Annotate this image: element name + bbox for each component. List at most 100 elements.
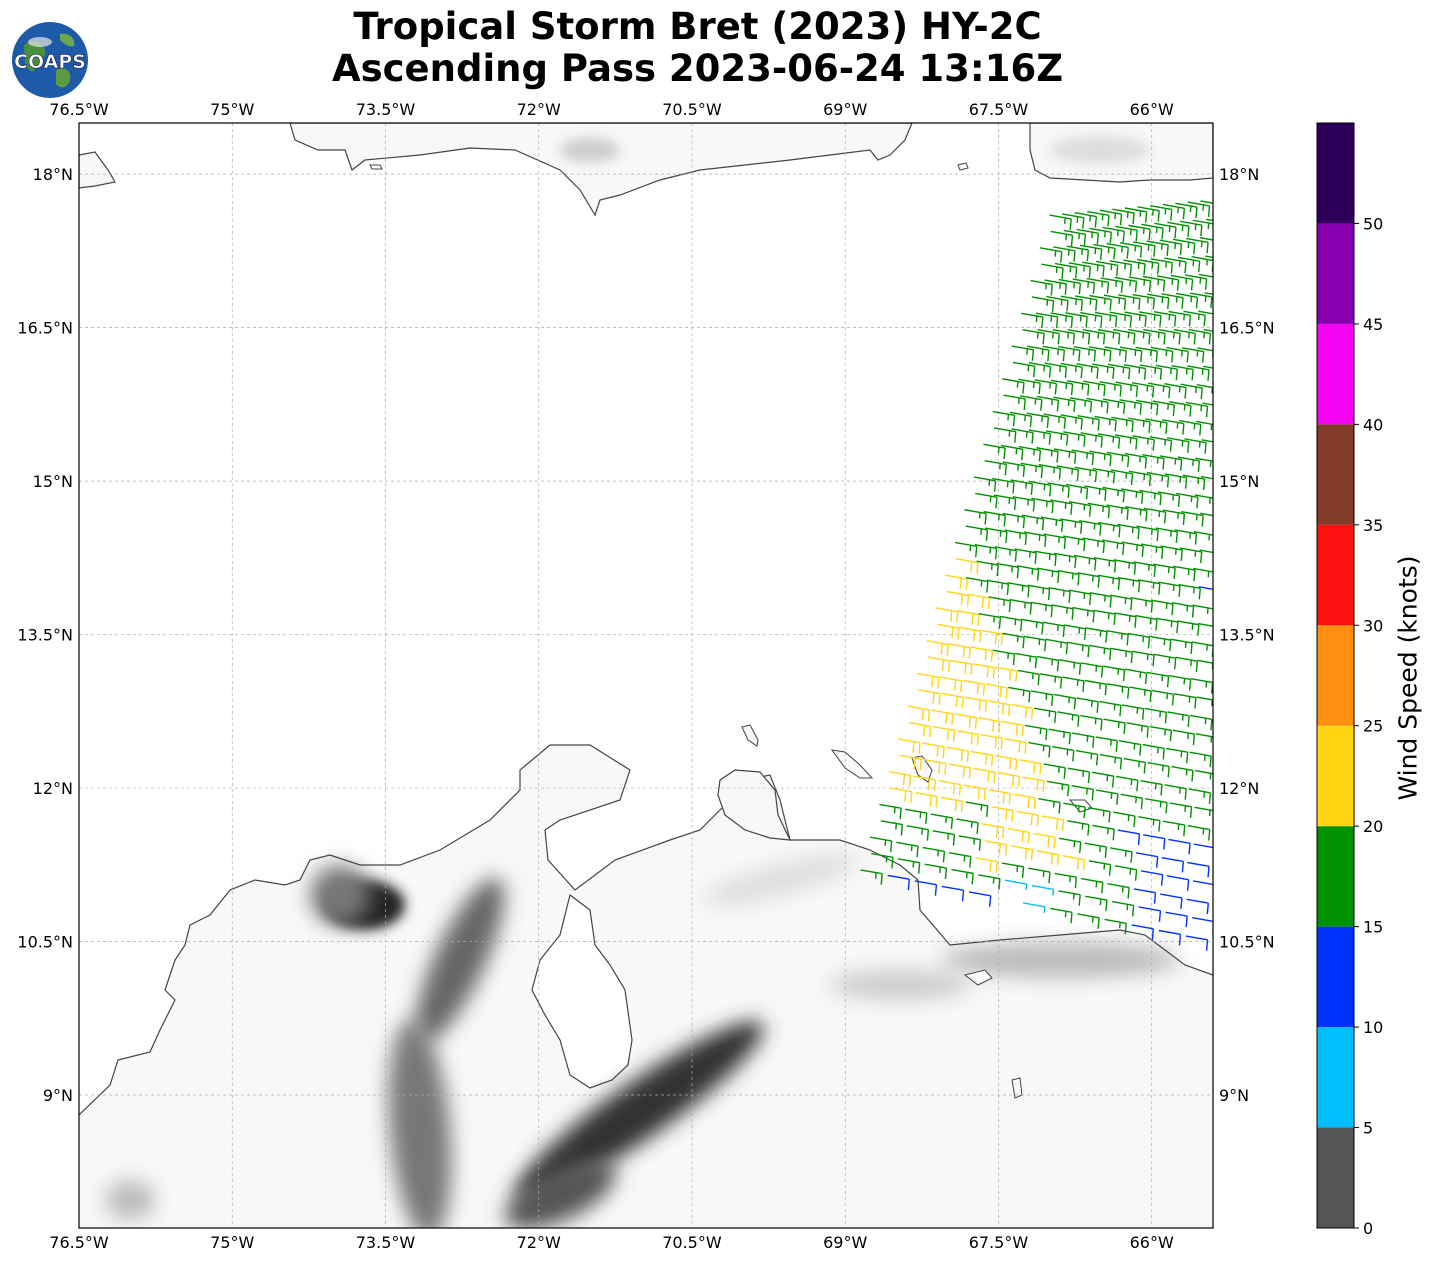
wind-barb: [1162, 419, 1185, 435]
wind-barb: [1107, 883, 1130, 899]
wind-barb: [1053, 448, 1077, 464]
wind-barb: [1193, 567, 1213, 578]
wind-barb: [1066, 245, 1090, 262]
wind-barb: [897, 858, 921, 874]
wind-barb: [1198, 586, 1213, 591]
wind-barb: [1011, 345, 1035, 361]
y-tick-label-right: 9°N: [1219, 1086, 1249, 1105]
wind-barb: [1087, 210, 1110, 227]
wind-barb: [1076, 363, 1099, 379]
wind-barb: [1196, 696, 1213, 706]
wind-barb: [980, 733, 1003, 750]
wind-barb: [1146, 671, 1170, 688]
wind-barb: [1114, 276, 1138, 293]
wind-barb: [1174, 529, 1198, 545]
wind-barb: [1138, 906, 1162, 922]
colorbar-tick-label: 5: [1363, 1119, 1373, 1138]
wind-barb: [1159, 239, 1183, 256]
wind-barb: [1026, 412, 1050, 429]
wind-barb: [1020, 395, 1043, 411]
wind-barb: [1046, 295, 1069, 312]
y-tick-label-left: 15°N: [33, 472, 73, 491]
wind-barb: [1100, 277, 1124, 293]
wind-barb: [1188, 328, 1212, 345]
wind-barb: [1118, 740, 1142, 756]
wind-barb: [1132, 650, 1155, 667]
wind-barb: [1016, 565, 1040, 581]
wind-barb: [1009, 598, 1033, 615]
wind-barb: [1117, 523, 1140, 540]
wind-barb: [1102, 398, 1126, 414]
wind-barb: [1038, 463, 1062, 480]
wind-barb: [1036, 655, 1060, 672]
wind-barb: [1156, 617, 1179, 634]
wind-barb: [957, 610, 980, 626]
wind-barb: [937, 623, 960, 640]
wind-barb: [1119, 242, 1143, 258]
wind-barb: [1039, 673, 1063, 689]
y-tick-label-right: 16.5°N: [1219, 319, 1275, 338]
wind-barb: [1176, 492, 1199, 509]
wind-barb: [1061, 213, 1085, 229]
wind-barb: [1030, 279, 1054, 296]
colorbar-bin: [1317, 926, 1354, 1028]
wind-barb: [1117, 829, 1141, 845]
wind-barb: [1175, 202, 1198, 219]
y-tick-label-left: 13.5°N: [17, 626, 73, 645]
y-tick-label-left: 18°N: [33, 165, 73, 184]
wind-barb: [1001, 720, 1025, 737]
wind-barb: [1167, 221, 1190, 238]
wind-barb: [1033, 707, 1057, 724]
wind-barb: [1193, 219, 1213, 230]
wind-barb: [1040, 516, 1064, 532]
wind-barb: [946, 590, 970, 607]
wind-barb: [1077, 414, 1100, 431]
wind-barb: [976, 560, 999, 577]
y-tick-label-right: 18°N: [1219, 165, 1259, 184]
wind-barb: [978, 612, 1002, 629]
wind-barb: [1073, 554, 1097, 571]
wind-barb: [1124, 668, 1148, 685]
wind-barb: [1097, 328, 1121, 345]
wind-barb: [1113, 811, 1136, 828]
wind-barb: [1131, 924, 1155, 940]
island-bonaire: [911, 755, 933, 783]
wind-barb: [1143, 328, 1166, 345]
wind-barb: [1133, 561, 1156, 577]
wind-barb: [997, 771, 1021, 788]
wind-barb: [1164, 383, 1187, 399]
wind-barb: [1143, 507, 1167, 524]
wind-barb: [1192, 880, 1213, 896]
wind-barb: [1179, 419, 1202, 436]
x-tick-label-bottom: 70.5°W: [662, 1233, 722, 1252]
wind-barb: [1164, 784, 1187, 800]
wind-barb: [1097, 574, 1121, 591]
wind-barb: [1047, 482, 1070, 498]
wind-barb: [898, 738, 921, 754]
wind-barb: [1150, 258, 1174, 274]
wind-barb: [970, 750, 994, 767]
wind-barb: [978, 717, 1001, 733]
wind-barb: [1062, 855, 1086, 871]
colorbar-bin: [1317, 826, 1354, 927]
coaps-logo: COAPS: [10, 20, 90, 100]
wind-barb: [1048, 587, 1071, 603]
wind-barb: [1142, 454, 1165, 470]
wind-barb: [1171, 602, 1195, 618]
wind-barb: [1115, 225, 1138, 242]
wind-barb: [1109, 311, 1133, 328]
wind-barb: [1036, 395, 1060, 412]
wind-barb: [1050, 907, 1073, 924]
wind-barb: [1166, 875, 1190, 891]
wind-barb: [930, 813, 954, 829]
wind-barb: [1039, 247, 1063, 263]
wind-barb: [1028, 480, 1052, 497]
wind-barb: [1043, 763, 1066, 779]
wind-barb: [1181, 510, 1204, 527]
wind-barb: [1053, 396, 1076, 413]
wind-barb: [1124, 311, 1147, 327]
wind-barb: [1036, 447, 1059, 463]
wind-barb: [1205, 218, 1213, 222]
wind-barb: [1178, 583, 1201, 600]
wind-barb: [1127, 632, 1151, 649]
